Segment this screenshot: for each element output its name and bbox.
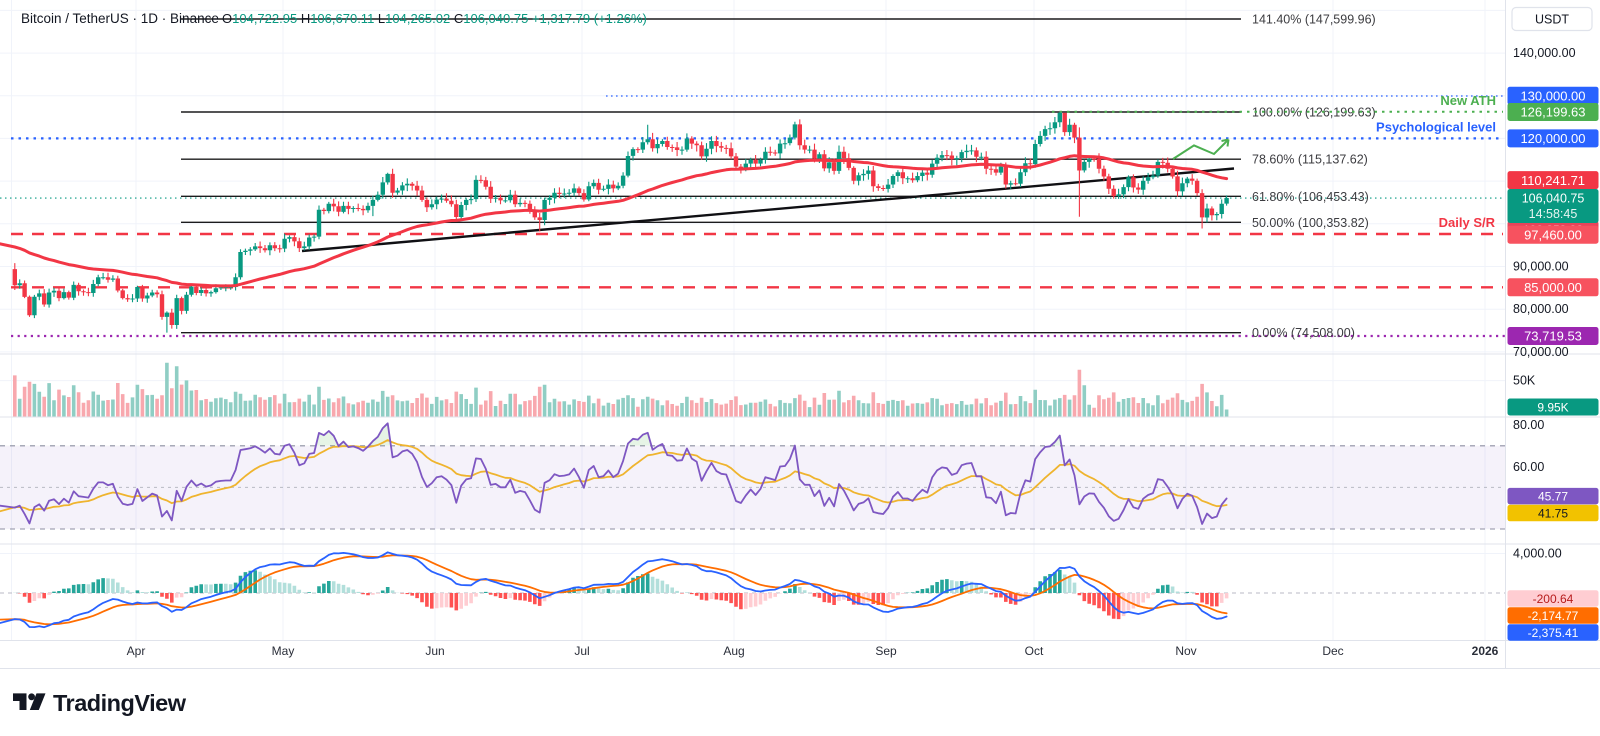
svg-text:140,000.00: 140,000.00 — [1513, 46, 1576, 60]
svg-text:70,000.00: 70,000.00 — [1513, 345, 1569, 359]
svg-text:Psychological level: Psychological level — [1376, 120, 1496, 135]
svg-text:2026: 2026 — [1472, 644, 1499, 658]
svg-text:-2,174.77: -2,174.77 — [1528, 609, 1579, 623]
svg-text:41.75: 41.75 — [1538, 506, 1568, 520]
svg-text:Jun: Jun — [425, 644, 444, 658]
svg-text:85,000.00: 85,000.00 — [1524, 280, 1582, 295]
svg-text:Dec: Dec — [1322, 644, 1343, 658]
svg-text:80,000.00: 80,000.00 — [1513, 302, 1569, 316]
svg-text:130,000.00: 130,000.00 — [1520, 88, 1585, 103]
svg-text:45.77: 45.77 — [1538, 490, 1568, 504]
svg-text:Jul: Jul — [574, 644, 589, 658]
svg-text:Nov: Nov — [1175, 644, 1196, 658]
svg-text:100.00% (126,199.63): 100.00% (126,199.63) — [1252, 106, 1376, 120]
svg-text:106,040.75: 106,040.75 — [1522, 192, 1585, 206]
svg-text:4,000.00: 4,000.00 — [1513, 547, 1562, 561]
svg-text:80.00: 80.00 — [1513, 418, 1544, 432]
svg-text:97,460.00: 97,460.00 — [1524, 227, 1582, 242]
svg-text:Sep: Sep — [875, 644, 897, 658]
svg-text:-2,375.41: -2,375.41 — [1528, 626, 1579, 640]
svg-text:TradingView: TradingView — [53, 690, 187, 716]
svg-text:0.00% (74,508.00): 0.00% (74,508.00) — [1252, 326, 1355, 340]
svg-text:O104,722.95 H106,670.11 L104: O104,722.95 H106,670.11 L104,265.02 C106… — [222, 11, 647, 26]
svg-text:-200.64: -200.64 — [1533, 592, 1574, 606]
svg-text:61.80% (106,453.43): 61.80% (106,453.43) — [1252, 190, 1369, 204]
svg-text:141.40% (147,599.96): 141.40% (147,599.96) — [1252, 13, 1376, 27]
svg-text:60.00: 60.00 — [1513, 460, 1544, 474]
svg-text:120,000.00: 120,000.00 — [1520, 131, 1585, 146]
svg-text:Apr: Apr — [127, 644, 146, 658]
svg-text:50.00% (100,353.82): 50.00% (100,353.82) — [1252, 216, 1369, 230]
svg-text:50K: 50K — [1513, 374, 1536, 388]
svg-text:May: May — [272, 644, 295, 658]
svg-text:126,199.63: 126,199.63 — [1520, 105, 1585, 120]
svg-text:Oct: Oct — [1025, 644, 1044, 658]
svg-text:USDT: USDT — [1535, 13, 1569, 27]
svg-text:78.60% (115,137.62): 78.60% (115,137.62) — [1252, 153, 1368, 167]
svg-text:Daily S/R: Daily S/R — [1439, 215, 1496, 230]
svg-text:New ATH: New ATH — [1440, 93, 1496, 108]
svg-text:Bitcoin / TetherUS · 1D · Bina: Bitcoin / TetherUS · 1D · Binance — [21, 11, 219, 26]
svg-text:9.95K: 9.95K — [1537, 400, 1568, 414]
svg-text:110,241.71: 110,241.71 — [1521, 173, 1585, 188]
svg-text:Aug: Aug — [723, 644, 744, 658]
svg-text:73,719.53: 73,719.53 — [1524, 329, 1582, 344]
svg-text:14:58:45: 14:58:45 — [1529, 207, 1578, 221]
svg-text:90,000.00: 90,000.00 — [1513, 260, 1569, 274]
